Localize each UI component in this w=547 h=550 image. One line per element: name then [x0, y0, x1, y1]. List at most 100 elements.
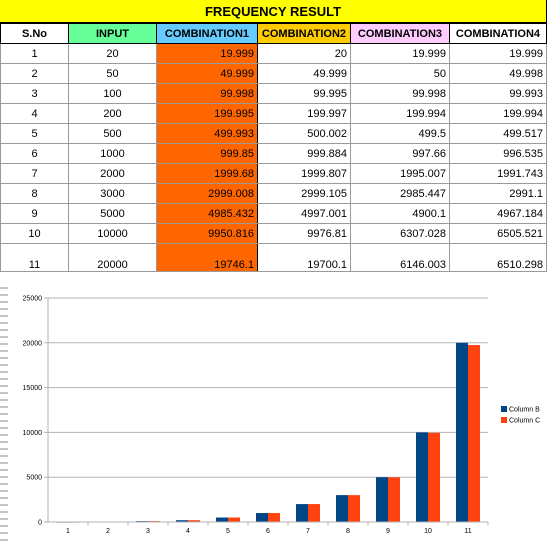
table-cell[interactable]: 49.998 — [449, 63, 547, 84]
bar-chart[interactable]: 0 5000 10000 15000 20000 25000 1 2 3 4 5 6 7 8 9 10 11 Co… — [0, 286, 547, 545]
table-cell[interactable]: 1999.807 — [257, 163, 351, 184]
table-cell[interactable]: 20 — [257, 43, 351, 64]
legend-swatch — [501, 417, 507, 423]
table-cell[interactable]: 5000 — [68, 203, 157, 224]
table-cell[interactable]: 499.517 — [449, 123, 547, 144]
table-cell[interactable]: 50 — [350, 63, 450, 84]
table-cell[interactable]: 19.999 — [350, 43, 450, 64]
table-cell[interactable]: 499.5 — [350, 123, 450, 144]
table-cell[interactable]: 6146.003 — [350, 243, 450, 272]
table-cell[interactable]: 1 — [0, 43, 69, 64]
bar-column-c — [268, 513, 280, 522]
table-row: 10 10000 9950.816 9976.81 6307.028 6505.521 — [0, 223, 547, 244]
table-row: 7 2000 1999.68 1999.807 1995.007 1991.743 — [0, 163, 547, 184]
bar-column-c — [188, 520, 200, 522]
table-cell[interactable]: 99.998 — [156, 83, 258, 104]
table-cell[interactable]: 7 — [0, 163, 69, 184]
table-cell[interactable]: 1000 — [68, 143, 157, 164]
table-cell[interactable]: 2985.447 — [350, 183, 450, 204]
bar-column-b — [336, 495, 348, 522]
table-cell[interactable]: 19.999 — [449, 43, 547, 64]
header-cell-input[interactable]: INPUT — [68, 23, 157, 44]
bar-column-c — [308, 504, 320, 522]
table-cell[interactable]: 4967.184 — [449, 203, 547, 224]
table-cell[interactable]: 99.998 — [350, 83, 450, 104]
table-cell[interactable]: 2 — [0, 63, 69, 84]
table-row: 8 3000 2999.008 2999.105 2985.447 2991.1 — [0, 183, 547, 204]
table-cell[interactable]: 4900.1 — [350, 203, 450, 224]
table-cell[interactable]: 999.884 — [257, 143, 351, 164]
header-cell-combination1[interactable]: COMBINATION1 — [156, 23, 258, 44]
table-cell[interactable]: 3 — [0, 83, 69, 104]
table-cell[interactable]: 9976.81 — [257, 223, 351, 244]
table-row: 4 200 199.995 199.997 199.994 199.994 — [0, 103, 547, 124]
table-cell[interactable]: 100 — [68, 83, 157, 104]
table-cell[interactable]: 5 — [0, 123, 69, 144]
table-cell[interactable]: 999.85 — [156, 143, 258, 164]
table-cell[interactable]: 1991.743 — [449, 163, 547, 184]
table-cell[interactable]: 6 — [0, 143, 69, 164]
table-cell[interactable]: 2999.008 — [156, 183, 258, 204]
x-tick-label: 2 — [106, 528, 110, 535]
table-cell[interactable]: 99.995 — [257, 83, 351, 104]
y-tick-label: 10000 — [23, 430, 43, 437]
table-cell[interactable]: 19700.1 — [257, 243, 351, 272]
table-cell[interactable]: 6505.521 — [449, 223, 547, 244]
table-cell[interactable]: 9 — [0, 203, 69, 224]
table-cell[interactable]: 499.993 — [156, 123, 258, 144]
table-cell[interactable]: 1995.007 — [350, 163, 450, 184]
table-cell[interactable]: 6307.028 — [350, 223, 450, 244]
table-cell[interactable]: 6510.298 — [449, 243, 547, 272]
table-cell[interactable]: 11 — [0, 243, 69, 272]
table-cell[interactable]: 20 — [68, 43, 157, 64]
header-cell-combination2[interactable]: COMBINATION2 — [257, 23, 351, 44]
table-cell[interactable]: 1999.68 — [156, 163, 258, 184]
legend-swatch — [501, 406, 507, 412]
table-cell[interactable]: 199.994 — [449, 103, 547, 124]
table-row: 3 100 99.998 99.995 99.998 99.993 — [0, 83, 547, 104]
bar-column-b — [216, 517, 228, 522]
table-cell[interactable]: 19746.1 — [156, 243, 258, 272]
x-tick-label: 3 — [146, 528, 150, 535]
table-cell[interactable]: 2000 — [68, 163, 157, 184]
table-cell[interactable]: 50 — [68, 63, 157, 84]
legend-label: Column B — [509, 407, 540, 414]
table-cell[interactable]: 19.999 — [156, 43, 258, 64]
table-cell[interactable]: 500.002 — [257, 123, 351, 144]
bar-column-b — [256, 513, 268, 522]
x-tick-label: 1 — [66, 528, 70, 535]
table-cell[interactable]: 199.995 — [156, 103, 258, 124]
table-cell[interactable]: 199.997 — [257, 103, 351, 124]
sheet-title[interactable]: FREQUENCY RESULT — [0, 0, 547, 23]
table-cell[interactable]: 20000 — [68, 243, 157, 272]
table-cell[interactable]: 996.535 — [449, 143, 547, 164]
table-cell[interactable]: 49.999 — [156, 63, 258, 84]
table-cell[interactable]: 49.999 — [257, 63, 351, 84]
table-cell[interactable]: 9950.816 — [156, 223, 258, 244]
table-cell[interactable]: 2991.1 — [449, 183, 547, 204]
table-cell[interactable]: 997.66 — [350, 143, 450, 164]
table-cell[interactable]: 2999.105 — [257, 183, 351, 204]
header-cell-s-no[interactable]: S.No — [0, 23, 69, 44]
table-cell[interactable]: 500 — [68, 123, 157, 144]
x-tick-label: 5 — [226, 528, 230, 535]
bar-column-b — [296, 504, 308, 522]
table-cell[interactable]: 4 — [0, 103, 69, 124]
table-cell[interactable]: 10000 — [68, 223, 157, 244]
table-cell[interactable]: 3000 — [68, 183, 157, 204]
table-cell[interactable]: 200 — [68, 103, 157, 124]
table-cell[interactable]: 99.993 — [449, 83, 547, 104]
chart-svg[interactable]: 0 5000 10000 15000 20000 25000 1 2 3 4 5 6 7 8 9 10 11 Co… — [0, 286, 547, 545]
table-cell[interactable]: 8 — [0, 183, 69, 204]
header-cell-combination4[interactable]: COMBINATION4 — [449, 23, 547, 44]
table-cell[interactable]: 4985.432 — [156, 203, 258, 224]
table-row: 5 500 499.993 500.002 499.5 499.517 — [0, 123, 547, 144]
legend-label: Column C — [509, 418, 540, 425]
table-row: 1 20 19.999 20 19.999 19.999 — [0, 43, 547, 64]
bar-column-c — [468, 345, 480, 522]
table-cell[interactable]: 4997.001 — [257, 203, 351, 224]
header-cell-combination3[interactable]: COMBINATION3 — [350, 23, 450, 44]
table-cell[interactable]: 10 — [0, 223, 69, 244]
table-cell[interactable]: 199.994 — [350, 103, 450, 124]
y-tick-label: 0 — [38, 520, 42, 527]
